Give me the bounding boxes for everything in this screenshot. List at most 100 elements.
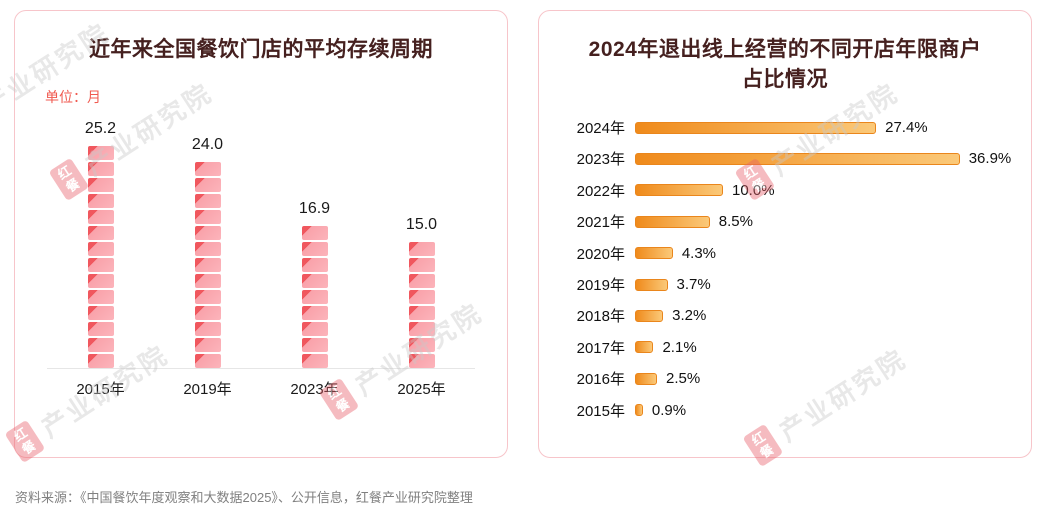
bar [194, 160, 221, 369]
x-axis-label: 2025年 [397, 381, 446, 399]
bar-value-label: 25.2 [84, 120, 117, 138]
bar-block [194, 194, 221, 209]
bar-block [87, 210, 114, 225]
bar-block [87, 194, 114, 209]
bar-value-label: 10.0% [732, 181, 775, 199]
y-axis-label: 2020年 [576, 245, 625, 263]
bar-block [301, 226, 328, 241]
bar-block [301, 354, 328, 369]
bar-block [408, 354, 435, 369]
bar-column: 25.2 [58, 120, 144, 369]
bar-block [194, 242, 221, 257]
left-chart-card: 近年来全国餐饮门店的平均存续周期 单位：月 25.2 24.0 16.9 15.0 2… [14, 10, 508, 458]
bar [635, 404, 643, 417]
y-axis-label: 2019年 [576, 277, 625, 295]
bar [635, 372, 657, 385]
bar-value-label: 0.9% [651, 401, 687, 419]
bar-column: 15.0 [379, 216, 465, 369]
bar-block [301, 258, 328, 273]
source-note: 资料来源：《中国餐饮年度观察和大数据2025》、公开信息，红餐产业研究院整理 [15, 490, 473, 505]
bar-value-label: 8.5% [718, 213, 753, 231]
bar-block [194, 210, 221, 225]
bar-block [87, 242, 114, 257]
bar-block [194, 226, 221, 241]
bar-block [408, 322, 435, 337]
x-axis-labels: 2015年 2019年 2023年 2025年 [47, 378, 475, 399]
bar-block [301, 322, 328, 337]
y-axis-label: 2016年 [576, 371, 625, 389]
bar-row: 2016年 2.5% [563, 363, 1007, 394]
bar-block [194, 322, 221, 337]
bar-block [194, 274, 221, 289]
y-axis-label: 2021年 [576, 214, 625, 232]
bar-block [194, 258, 221, 273]
bar [635, 247, 673, 260]
bar-block [301, 274, 328, 289]
bar [635, 341, 654, 354]
bar-block [87, 226, 114, 241]
bar-row: 2019年 3.7% [563, 269, 1007, 300]
bar-block [194, 162, 221, 177]
bar-block [87, 306, 114, 321]
bar-block [301, 290, 328, 305]
bar-row: 2018年 3.2% [563, 300, 1007, 331]
bar-block [194, 338, 221, 353]
bar-value-label: 2.1% [662, 338, 697, 356]
bar-value-label: 27.4% [885, 119, 928, 137]
y-axis-label: 2017年 [576, 339, 625, 357]
bar-block [408, 242, 435, 257]
bar-value-label: 24.0 [191, 136, 224, 154]
y-axis-label: 2023年 [576, 151, 625, 169]
bar-block [87, 258, 114, 273]
bar-block [194, 290, 221, 305]
x-axis-label: 2023年 [290, 381, 339, 399]
bar-value-label: 3.2% [672, 307, 707, 325]
bar-row: 2021年 8.5% [563, 206, 1007, 237]
x-axis-label: 2015年 [76, 381, 125, 399]
bar-block [194, 178, 221, 193]
bar-block [87, 322, 114, 337]
bar-block [87, 146, 114, 161]
x-axis-label: 2019年 [183, 381, 232, 399]
bar-row: 2022年 10.0% [563, 175, 1007, 206]
bar-row: 2023年 36.9% [563, 143, 1012, 174]
y-axis-label: 2018年 [576, 308, 625, 326]
bar [635, 278, 668, 291]
bar [635, 152, 960, 165]
bar-row: 2017年 2.1% [563, 332, 1007, 363]
bar-block [87, 354, 114, 369]
bar-block [87, 178, 114, 193]
bar-column: 16.9 [272, 200, 358, 369]
bar [635, 309, 664, 322]
bar-block [301, 242, 328, 257]
bar-block [87, 274, 114, 289]
bar-value-label: 15.0 [405, 216, 438, 234]
bar-value-label: 16.9 [298, 200, 331, 218]
bar-value-label: 4.3% [681, 244, 717, 262]
vertical-bar-plot: 25.2 24.0 16.9 15.0 [47, 111, 475, 370]
right-chart-title: 2024年退出线上经营的不同开店年限商户占比情况 [588, 38, 982, 92]
bar [408, 240, 435, 369]
y-axis-label: 2022年 [576, 182, 625, 200]
bar-block [87, 290, 114, 305]
horizontal-bar-plot: 2024年 27.4% 2023年 36.9% 2022年 10.0% 2021年 8.5% 2… [563, 112, 1012, 426]
y-axis-label: 2015年 [576, 402, 625, 420]
bar-block [408, 338, 435, 353]
y-axis-label: 2024年 [576, 120, 625, 138]
bar-block [194, 306, 221, 321]
bar-block [408, 306, 435, 321]
bar-block [301, 338, 328, 353]
bar-block [301, 306, 328, 321]
bar [301, 224, 328, 369]
bar-block [194, 354, 221, 369]
bar [635, 184, 723, 197]
bar-row: 2024年 27.4% [563, 112, 1007, 143]
right-chart-card: 2024年退出线上经营的不同开店年限商户占比情况 2024年 27.4% 2023年… [538, 10, 1032, 458]
bar [635, 215, 710, 228]
bar-value-label: 2.5% [666, 370, 701, 388]
bar [635, 121, 877, 134]
bar-block [87, 338, 114, 353]
bar-column: 24.0 [165, 136, 251, 369]
bar-block [408, 258, 435, 273]
